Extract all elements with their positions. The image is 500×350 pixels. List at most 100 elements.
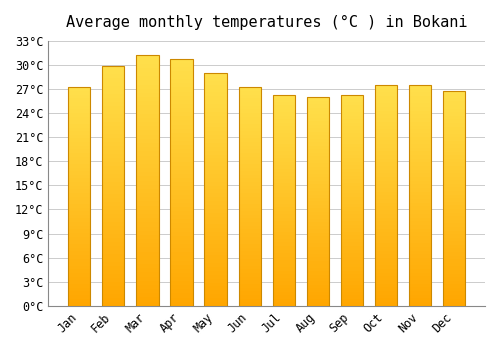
Bar <box>443 281 465 284</box>
Bar <box>68 255 90 259</box>
Bar <box>443 205 465 209</box>
Bar <box>204 89 227 92</box>
Bar <box>102 254 124 258</box>
Bar <box>238 240 260 244</box>
Bar <box>341 102 363 105</box>
Bar <box>204 135 227 139</box>
Bar <box>375 229 397 232</box>
Bar <box>306 202 329 205</box>
Bar <box>375 89 397 92</box>
Bar <box>272 147 295 151</box>
Bar <box>443 191 465 195</box>
Bar <box>443 105 465 108</box>
Bar <box>204 182 227 186</box>
Bar <box>272 183 295 186</box>
Bar <box>238 168 260 171</box>
Bar <box>68 156 90 160</box>
Bar <box>204 197 227 201</box>
Bar <box>136 247 158 252</box>
Bar <box>443 234 465 238</box>
Bar <box>306 195 329 198</box>
Bar <box>272 274 295 278</box>
Bar <box>306 288 329 292</box>
Bar <box>204 290 227 294</box>
Bar <box>306 135 329 139</box>
Bar <box>238 197 260 200</box>
Bar <box>341 133 363 137</box>
Bar <box>409 122 431 126</box>
Bar <box>204 263 227 267</box>
Bar <box>341 250 363 253</box>
Bar <box>238 226 260 229</box>
Bar <box>102 154 124 158</box>
Bar <box>68 273 90 277</box>
Bar <box>306 208 329 212</box>
Bar <box>375 240 397 243</box>
Bar <box>102 294 124 298</box>
Bar <box>375 262 397 265</box>
Bar <box>443 220 465 223</box>
Bar <box>443 169 465 173</box>
Bar <box>238 91 260 95</box>
Bar <box>68 131 90 135</box>
Bar <box>306 212 329 215</box>
Bar <box>238 215 260 218</box>
Bar <box>306 191 329 195</box>
Bar <box>272 288 295 292</box>
Bar <box>341 112 363 116</box>
Bar <box>409 162 431 166</box>
Bar <box>341 179 363 183</box>
Bar <box>204 286 227 290</box>
Bar <box>170 257 192 260</box>
Bar <box>341 264 363 267</box>
Bar <box>341 147 363 151</box>
Bar <box>204 112 227 116</box>
Bar <box>136 260 158 264</box>
Bar <box>306 177 329 181</box>
Bar <box>204 298 227 302</box>
Bar <box>375 159 397 162</box>
Bar <box>170 260 192 265</box>
Bar <box>238 237 260 240</box>
Bar <box>136 93 158 97</box>
Bar <box>204 131 227 135</box>
Bar <box>68 237 90 240</box>
Bar <box>341 186 363 190</box>
Bar <box>68 109 90 113</box>
Bar <box>204 81 227 85</box>
Bar <box>341 302 363 306</box>
Bar <box>306 149 329 153</box>
Bar <box>375 151 397 155</box>
Bar <box>375 273 397 277</box>
Bar <box>341 98 363 102</box>
Bar <box>68 204 90 208</box>
Bar <box>204 224 227 228</box>
Bar <box>409 85 431 89</box>
Bar <box>204 209 227 213</box>
Bar <box>238 204 260 208</box>
Bar <box>204 104 227 108</box>
Bar <box>170 75 192 79</box>
Bar <box>102 218 124 222</box>
Bar <box>409 92 431 96</box>
Bar <box>136 298 158 302</box>
Bar <box>68 142 90 146</box>
Bar <box>102 234 124 238</box>
Bar <box>102 178 124 182</box>
Bar <box>272 165 295 169</box>
Bar <box>136 97 158 101</box>
Bar <box>306 257 329 261</box>
Bar <box>102 278 124 282</box>
Bar <box>68 171 90 175</box>
Bar <box>341 154 363 158</box>
Bar <box>170 92 192 96</box>
Bar <box>102 158 124 162</box>
Bar <box>341 288 363 292</box>
Bar <box>375 181 397 184</box>
Bar <box>375 92 397 96</box>
Bar <box>136 105 158 110</box>
Bar <box>341 162 363 165</box>
Bar <box>102 142 124 146</box>
Bar <box>238 149 260 153</box>
Bar <box>272 281 295 285</box>
